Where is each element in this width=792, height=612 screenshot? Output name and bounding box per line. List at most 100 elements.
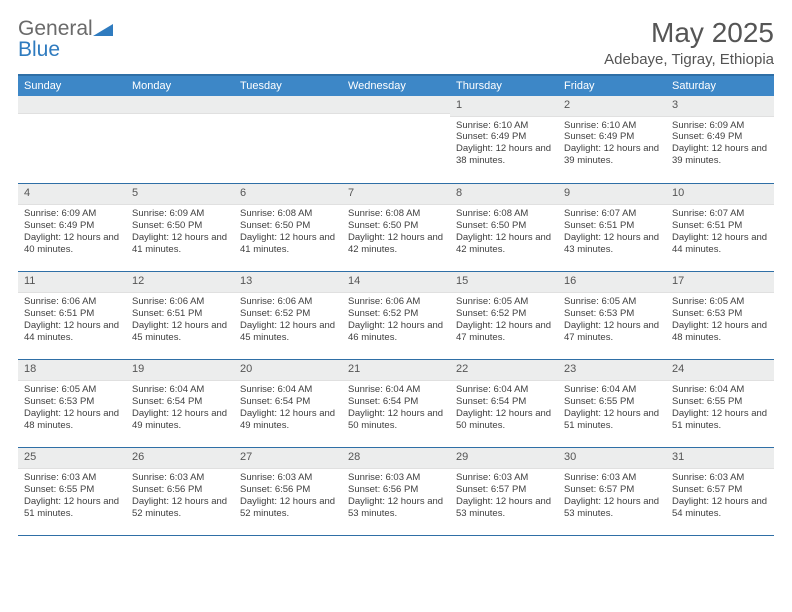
calendar-day-cell — [342, 96, 450, 184]
weekday-header: Friday — [558, 75, 666, 96]
day-info-line: Sunset: 6:55 PM — [24, 484, 120, 496]
calendar-day-cell: 21Sunrise: 6:04 AMSunset: 6:54 PMDayligh… — [342, 360, 450, 448]
calendar-day-cell: 5Sunrise: 6:09 AMSunset: 6:50 PMDaylight… — [126, 184, 234, 272]
day-info-line: Sunset: 6:52 PM — [348, 308, 444, 320]
logo: General Blue — [18, 18, 113, 60]
calendar-day-cell: 29Sunrise: 6:03 AMSunset: 6:57 PMDayligh… — [450, 448, 558, 536]
day-info-line: Daylight: 12 hours and 49 minutes. — [240, 408, 336, 432]
day-info-line: Daylight: 12 hours and 52 minutes. — [240, 496, 336, 520]
day-info-line: Sunset: 6:49 PM — [672, 131, 768, 143]
day-content: Sunrise: 6:03 AMSunset: 6:55 PMDaylight:… — [18, 469, 126, 524]
calendar-day-cell: 19Sunrise: 6:04 AMSunset: 6:54 PMDayligh… — [126, 360, 234, 448]
day-content: Sunrise: 6:03 AMSunset: 6:56 PMDaylight:… — [342, 469, 450, 524]
day-info-line: Sunrise: 6:04 AM — [240, 384, 336, 396]
day-number: 14 — [342, 272, 450, 293]
calendar-day-cell: 10Sunrise: 6:07 AMSunset: 6:51 PMDayligh… — [666, 184, 774, 272]
calendar-day-cell: 3Sunrise: 6:09 AMSunset: 6:49 PMDaylight… — [666, 96, 774, 184]
day-info-line: Daylight: 12 hours and 42 minutes. — [456, 232, 552, 256]
day-info-line: Sunset: 6:53 PM — [672, 308, 768, 320]
day-info-line: Sunrise: 6:05 AM — [672, 296, 768, 308]
day-info-line: Sunset: 6:49 PM — [564, 131, 660, 143]
day-number: 21 — [342, 360, 450, 381]
day-info-line: Sunrise: 6:03 AM — [672, 472, 768, 484]
calendar-day-cell: 9Sunrise: 6:07 AMSunset: 6:51 PMDaylight… — [558, 184, 666, 272]
day-info-line: Sunset: 6:56 PM — [240, 484, 336, 496]
logo-part2: Blue — [18, 38, 60, 61]
day-content: Sunrise: 6:04 AMSunset: 6:54 PMDaylight:… — [234, 381, 342, 436]
calendar-day-cell: 12Sunrise: 6:06 AMSunset: 6:51 PMDayligh… — [126, 272, 234, 360]
calendar-day-cell — [18, 96, 126, 184]
day-content — [234, 114, 342, 164]
day-info-line: Sunrise: 6:05 AM — [564, 296, 660, 308]
day-content: Sunrise: 6:09 AMSunset: 6:50 PMDaylight:… — [126, 205, 234, 260]
calendar-day-cell: 23Sunrise: 6:04 AMSunset: 6:55 PMDayligh… — [558, 360, 666, 448]
location-text: Adebaye, Tigray, Ethiopia — [604, 51, 774, 68]
day-number: 22 — [450, 360, 558, 381]
day-number: 15 — [450, 272, 558, 293]
day-info-line: Sunrise: 6:08 AM — [456, 208, 552, 220]
day-info-line: Sunrise: 6:06 AM — [348, 296, 444, 308]
day-info-line: Daylight: 12 hours and 52 minutes. — [132, 496, 228, 520]
day-number: 11 — [18, 272, 126, 293]
day-info-line: Sunrise: 6:06 AM — [240, 296, 336, 308]
calendar-day-cell — [234, 96, 342, 184]
calendar-day-cell: 27Sunrise: 6:03 AMSunset: 6:56 PMDayligh… — [234, 448, 342, 536]
day-info-line: Sunset: 6:54 PM — [240, 396, 336, 408]
day-info-line: Daylight: 12 hours and 47 minutes. — [456, 320, 552, 344]
day-number: 6 — [234, 184, 342, 205]
day-number: 12 — [126, 272, 234, 293]
day-number: 4 — [18, 184, 126, 205]
day-info-line: Daylight: 12 hours and 41 minutes. — [240, 232, 336, 256]
day-info-line: Sunset: 6:52 PM — [456, 308, 552, 320]
day-info-line: Daylight: 12 hours and 41 minutes. — [132, 232, 228, 256]
day-info-line: Sunrise: 6:03 AM — [240, 472, 336, 484]
day-content: Sunrise: 6:04 AMSunset: 6:55 PMDaylight:… — [558, 381, 666, 436]
day-info-line: Sunset: 6:51 PM — [132, 308, 228, 320]
day-content: Sunrise: 6:05 AMSunset: 6:53 PMDaylight:… — [666, 293, 774, 348]
calendar-day-cell: 22Sunrise: 6:04 AMSunset: 6:54 PMDayligh… — [450, 360, 558, 448]
calendar-day-cell: 28Sunrise: 6:03 AMSunset: 6:56 PMDayligh… — [342, 448, 450, 536]
day-content: Sunrise: 6:03 AMSunset: 6:56 PMDaylight:… — [126, 469, 234, 524]
day-info-line: Daylight: 12 hours and 46 minutes. — [348, 320, 444, 344]
day-content: Sunrise: 6:06 AMSunset: 6:52 PMDaylight:… — [342, 293, 450, 348]
day-info-line: Daylight: 12 hours and 45 minutes. — [132, 320, 228, 344]
calendar-day-cell: 8Sunrise: 6:08 AMSunset: 6:50 PMDaylight… — [450, 184, 558, 272]
logo-part1: General — [18, 17, 93, 40]
day-content: Sunrise: 6:06 AMSunset: 6:52 PMDaylight:… — [234, 293, 342, 348]
day-info-line: Sunset: 6:56 PM — [348, 484, 444, 496]
day-content: Sunrise: 6:06 AMSunset: 6:51 PMDaylight:… — [126, 293, 234, 348]
day-content: Sunrise: 6:03 AMSunset: 6:57 PMDaylight:… — [450, 469, 558, 524]
day-number — [126, 96, 234, 114]
day-info-line: Sunset: 6:54 PM — [132, 396, 228, 408]
day-info-line: Sunrise: 6:07 AM — [672, 208, 768, 220]
day-content: Sunrise: 6:08 AMSunset: 6:50 PMDaylight:… — [450, 205, 558, 260]
day-info-line: Sunset: 6:55 PM — [564, 396, 660, 408]
day-info-line: Sunrise: 6:08 AM — [348, 208, 444, 220]
day-content: Sunrise: 6:09 AMSunset: 6:49 PMDaylight:… — [666, 117, 774, 172]
day-number: 13 — [234, 272, 342, 293]
calendar-day-cell: 20Sunrise: 6:04 AMSunset: 6:54 PMDayligh… — [234, 360, 342, 448]
day-number: 28 — [342, 448, 450, 469]
day-info-line: Sunset: 6:57 PM — [456, 484, 552, 496]
day-info-line: Daylight: 12 hours and 44 minutes. — [24, 320, 120, 344]
title-block: May 2025 Adebaye, Tigray, Ethiopia — [604, 18, 774, 68]
day-info-line: Sunset: 6:50 PM — [132, 220, 228, 232]
day-info-line: Sunrise: 6:09 AM — [672, 120, 768, 132]
day-info-line: Sunset: 6:51 PM — [24, 308, 120, 320]
day-number: 24 — [666, 360, 774, 381]
day-info-line: Daylight: 12 hours and 50 minutes. — [456, 408, 552, 432]
calendar-week-row: 1Sunrise: 6:10 AMSunset: 6:49 PMDaylight… — [18, 96, 774, 184]
day-content: Sunrise: 6:08 AMSunset: 6:50 PMDaylight:… — [342, 205, 450, 260]
day-info-line: Sunset: 6:50 PM — [348, 220, 444, 232]
day-number: 18 — [18, 360, 126, 381]
day-info-line: Sunset: 6:53 PM — [24, 396, 120, 408]
day-info-line: Sunrise: 6:03 AM — [456, 472, 552, 484]
calendar-day-cell: 1Sunrise: 6:10 AMSunset: 6:49 PMDaylight… — [450, 96, 558, 184]
day-content: Sunrise: 6:08 AMSunset: 6:50 PMDaylight:… — [234, 205, 342, 260]
day-info-line: Daylight: 12 hours and 50 minutes. — [348, 408, 444, 432]
calendar-day-cell: 13Sunrise: 6:06 AMSunset: 6:52 PMDayligh… — [234, 272, 342, 360]
day-info-line: Sunset: 6:49 PM — [456, 131, 552, 143]
day-info-line: Daylight: 12 hours and 44 minutes. — [672, 232, 768, 256]
day-info-line: Sunset: 6:54 PM — [456, 396, 552, 408]
day-number: 9 — [558, 184, 666, 205]
